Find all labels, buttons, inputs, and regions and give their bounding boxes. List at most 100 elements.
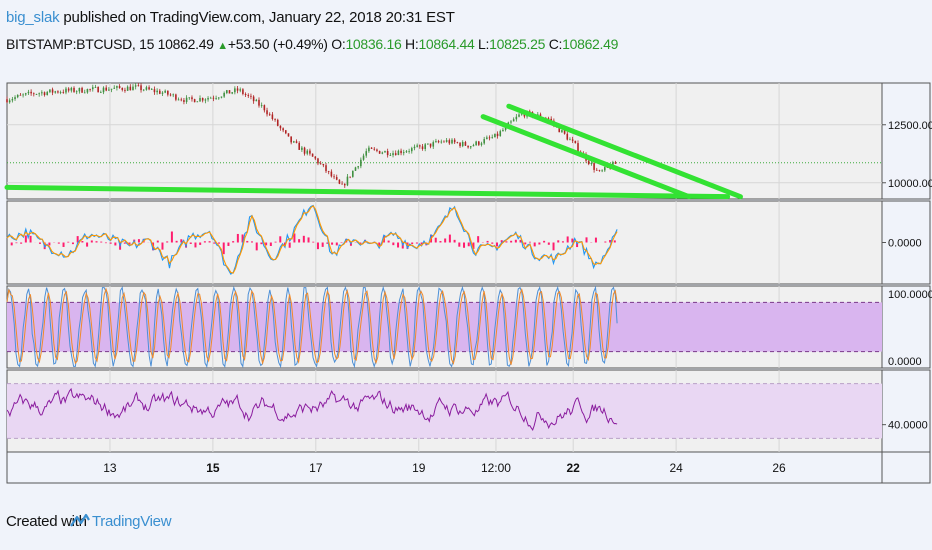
candle-body [362,155,365,160]
footer: Created with TradingView [0,503,932,543]
price-scale-3[interactable] [881,285,931,369]
candle-body [263,105,266,111]
pane-1[interactable] [6,82,883,200]
candle-body [193,99,196,103]
candle-body [319,163,322,165]
macd-histogram-bar [500,240,503,243]
macd-histogram-bar [279,236,282,243]
candle-body [252,96,255,102]
candle-body [301,147,303,150]
trendline-3[interactable] [506,103,743,200]
candle-body [113,87,116,89]
macd-histogram-bar [62,242,65,247]
candle-body [126,86,129,91]
macd-histogram-bar [448,234,451,243]
candle-body [223,92,225,97]
macd-histogram-bar [100,241,103,243]
candle-body [83,92,86,94]
candle-body [389,155,392,156]
macd-histogram-bar [467,242,470,247]
candle-body [201,98,204,101]
candle-body [140,85,142,91]
candle-body [8,100,11,103]
price-scale-1[interactable] [881,82,931,200]
candle-body [279,125,282,129]
candle-body [483,139,485,144]
macd-histogram-bar [604,241,607,243]
candle-body [33,93,35,95]
candle-body [370,147,373,149]
close-value: 10862.49 [562,36,619,52]
macd-histogram-bar [255,242,258,251]
low-label: L: [478,36,490,52]
candle-body [19,94,22,96]
candle-body [343,183,346,186]
candle-body [204,99,207,101]
candle-body [563,130,566,134]
chart-area[interactable]: 13 15 17 19 12:00 22 24 26 12500.00 10000.00 0.000… [0,81,932,503]
candle-body [314,156,317,159]
candle-body [397,150,400,156]
author-link[interactable]: big_slak [6,9,60,26]
candle-body [478,141,480,145]
candle-body [378,150,381,154]
tradingview-brand[interactable]: TradingView [92,513,172,530]
macd-histogram-bar [326,242,329,244]
candle-body [402,152,405,154]
candle-body [89,89,91,90]
candle-body [593,163,595,170]
candle-body [587,160,590,165]
candle-body [102,87,105,93]
candle-body [303,147,306,154]
tradingview-logo-icon[interactable] [70,511,90,531]
publish-line: big_slak published on TradingView.com, J… [6,9,455,26]
rsi-band [7,383,882,439]
macd-histogram-bar [81,241,84,243]
candle-body [250,95,252,97]
macd-histogram-bar [156,240,159,243]
macd-histogram-bar [260,242,263,245]
macd-histogram-bar [90,240,93,243]
macd-histogram-bar [458,242,461,247]
macd-histogram-bar [104,242,107,244]
macd-histogram-bar [218,242,221,244]
candle-body [108,89,110,91]
macd-line [6,204,618,275]
trendline-1[interactable] [4,184,731,200]
low-value: 10825.25 [489,36,546,52]
candle-body [360,159,362,167]
candle-body [24,93,27,95]
candle-body [94,86,97,88]
candle-body [226,90,228,93]
candle-body [510,121,512,123]
price-scale-4[interactable] [881,369,931,453]
macd-histogram-bar [265,242,268,246]
x-tick-label: 17 [309,461,323,475]
candle-body [373,148,376,150]
price-scale-2[interactable] [881,200,931,285]
macd-histogram-bar [250,241,253,243]
candle-body [435,141,437,143]
candle-body [180,99,183,101]
candle-body [11,99,14,101]
macd-histogram-bar [538,242,541,245]
candle-body [445,140,448,142]
candle-body [70,87,73,91]
stoch-k-line [6,285,618,369]
candle-body [169,94,172,96]
candle-body [54,91,57,93]
time-axis[interactable] [6,451,883,484]
candle-body [231,92,233,94]
candle-body [547,118,550,120]
macd-histogram-bar [293,233,296,243]
macd-histogram-bar [137,239,140,243]
chart-header: big_slak published on TradingView.com, J… [0,0,932,80]
macd-histogram-bar [71,242,74,245]
candle-body [266,110,268,115]
candle-body [491,137,494,139]
y-tick-label: 0.0000 [888,238,922,250]
trendline-2[interactable] [480,114,692,200]
axis-corner [881,451,931,484]
candle-body [255,99,258,102]
macd-histogram-bar [283,242,286,246]
